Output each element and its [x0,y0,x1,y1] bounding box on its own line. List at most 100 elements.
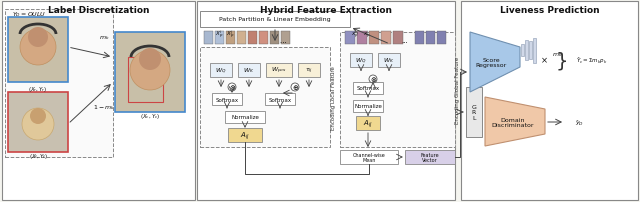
Circle shape [130,51,170,90]
Text: Liveness Prediction: Liveness Prediction [500,5,599,14]
Bar [340,33,455,147]
Text: Normalize: Normalize [354,104,382,109]
Polygon shape [470,33,520,93]
FancyBboxPatch shape [265,94,295,105]
Text: ...: ... [402,38,408,44]
FancyBboxPatch shape [378,54,400,68]
Circle shape [30,108,46,124]
FancyBboxPatch shape [521,44,524,57]
FancyBboxPatch shape [356,116,380,130]
Text: Normalize: Normalize [231,115,259,120]
FancyBboxPatch shape [204,32,213,45]
Text: $Y_D = OULU$: $Y_D = OULU$ [12,11,47,19]
Circle shape [20,30,56,66]
Text: $X_p^j$: $X_p^j$ [226,29,234,41]
Text: Feature
Vector: Feature Vector [420,152,439,163]
Bar [5,10,113,157]
Text: $\tau_{ij}$: $\tau_{ij}$ [305,66,313,75]
FancyBboxPatch shape [225,112,265,123]
FancyBboxPatch shape [226,32,235,45]
Circle shape [22,108,54,140]
Text: }: } [556,51,568,70]
Text: Encoding Global Feature: Encoding Global Feature [454,56,460,123]
FancyBboxPatch shape [212,94,242,105]
Text: $x_p^j$: $x_p^j$ [363,29,371,41]
Text: Domain
Discriminator: Domain Discriminator [492,117,534,128]
Text: ⊗: ⊗ [229,85,235,90]
Text: $(X_c, Y_c)$: $(X_c, Y_c)$ [140,112,160,121]
FancyBboxPatch shape [228,128,262,142]
FancyBboxPatch shape [237,32,246,45]
FancyBboxPatch shape [415,32,424,45]
Text: Channel-wise
Mean: Channel-wise Mean [353,152,385,163]
Text: Softmax: Softmax [268,97,292,102]
FancyBboxPatch shape [270,32,279,45]
Text: G
R
L: G R L [472,104,476,121]
FancyBboxPatch shape [281,32,290,45]
FancyBboxPatch shape [259,32,268,45]
FancyBboxPatch shape [8,18,68,83]
FancyBboxPatch shape [197,2,455,200]
Text: Softmax: Softmax [216,97,239,102]
Text: $W_K$: $W_K$ [383,56,395,65]
FancyBboxPatch shape [426,32,435,45]
FancyBboxPatch shape [266,64,292,78]
FancyBboxPatch shape [405,150,455,164]
FancyBboxPatch shape [200,12,350,28]
FancyBboxPatch shape [466,87,482,137]
Text: $A_{ij}$: $A_{ij}$ [240,130,250,141]
FancyBboxPatch shape [115,33,185,113]
FancyBboxPatch shape [461,2,638,200]
FancyBboxPatch shape [298,64,320,78]
FancyBboxPatch shape [533,38,536,63]
FancyBboxPatch shape [369,32,379,45]
Text: ×: × [541,56,547,65]
Text: Hybrid Feature Extraction: Hybrid Feature Extraction [260,5,392,14]
Text: $A_{ij}$: $A_{ij}$ [363,118,373,129]
Text: Score
Regressor: Score Regressor [476,57,507,68]
Text: Softmax: Softmax [356,86,380,91]
Text: $\hat{Y}_c = \Sigma m_k p_k$: $\hat{Y}_c = \Sigma m_k p_k$ [576,55,608,66]
Text: $W_Q$: $W_Q$ [355,56,367,65]
Text: $(X_r, Y_r)$: $(X_r, Y_r)$ [28,85,47,94]
FancyBboxPatch shape [210,64,232,78]
Text: $x_p^i$: $x_p^i$ [351,29,359,41]
Text: ⊕: ⊕ [292,85,298,90]
FancyBboxPatch shape [381,32,391,45]
Text: $m_k$: $m_k$ [99,34,109,42]
Text: Patch Partition & Linear Embedding: Patch Partition & Linear Embedding [219,17,331,22]
Text: $m_k$: $m_k$ [552,51,563,59]
Text: ...: ... [280,38,289,44]
Circle shape [291,84,299,92]
FancyBboxPatch shape [353,83,383,95]
FancyBboxPatch shape [393,32,403,45]
FancyBboxPatch shape [357,32,367,45]
Text: Encoding Local Feature: Encoding Local Feature [330,66,335,129]
Circle shape [28,28,48,48]
Circle shape [139,49,161,71]
FancyBboxPatch shape [437,32,446,45]
Text: ⊗: ⊗ [370,77,376,83]
Text: $X_p^i$: $X_p^i$ [215,29,223,41]
FancyBboxPatch shape [215,32,224,45]
Circle shape [369,76,377,84]
FancyBboxPatch shape [248,32,257,45]
FancyBboxPatch shape [529,42,532,59]
FancyBboxPatch shape [238,64,260,78]
FancyBboxPatch shape [345,32,355,45]
FancyBboxPatch shape [350,54,372,68]
Text: Label Discretization: Label Discretization [48,5,149,14]
Text: $W_Q$: $W_Q$ [215,66,227,75]
Bar [200,48,330,147]
Text: $W_K$: $W_K$ [243,66,255,75]
Text: $(X_f, Y_f)$: $(X_f, Y_f)$ [29,152,47,161]
Text: $1-m_k$: $1-m_k$ [93,103,115,112]
FancyBboxPatch shape [2,2,195,200]
FancyBboxPatch shape [8,93,68,152]
Text: $\hat{y}_D$: $\hat{y}_D$ [575,118,584,127]
Circle shape [228,84,236,92]
Polygon shape [485,98,545,146]
FancyBboxPatch shape [353,101,383,113]
FancyBboxPatch shape [525,41,528,61]
FancyBboxPatch shape [340,150,398,164]
